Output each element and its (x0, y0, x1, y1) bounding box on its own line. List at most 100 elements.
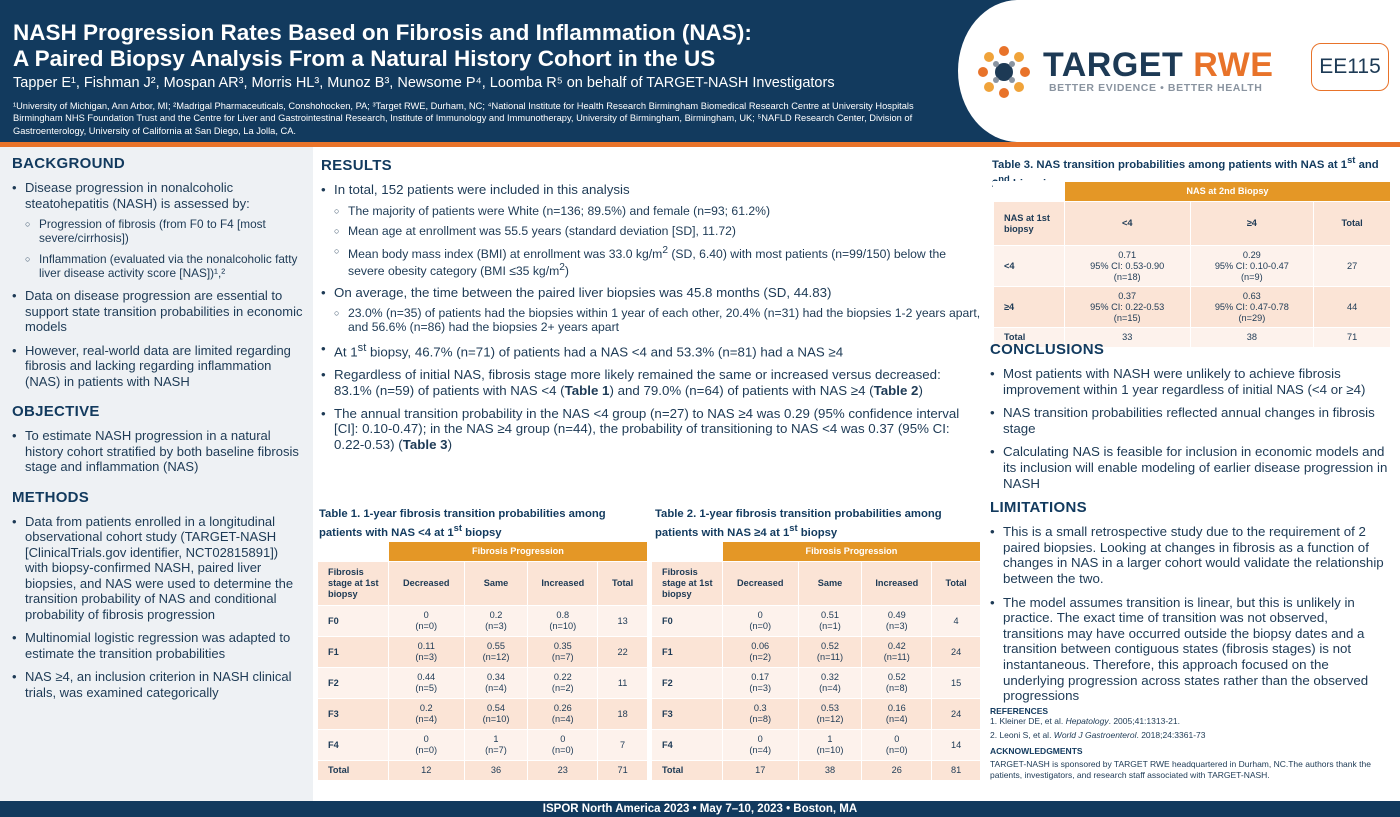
list-item: On average, the time between the paired … (321, 285, 981, 335)
table-row-label: Total (993, 327, 1065, 348)
bullet-text: Disease progression in nonalcoholic stea… (25, 180, 250, 211)
table-cell: 0.44 (n=5) (387, 667, 465, 699)
table-cell: 18 (597, 698, 648, 730)
table-row-label: ≥4 (993, 286, 1065, 328)
list-item: Data from patients enrolled in a longitu… (12, 514, 303, 623)
table-row-label: F3 (651, 698, 723, 730)
table-cell: 4 (931, 605, 981, 637)
results-heading: RESULTS (321, 157, 392, 174)
table-row-label: F2 (651, 667, 723, 699)
list-item: At 1st biopsy, 46.7% (n=71) of patients … (321, 341, 981, 360)
table-cell: 0.3 (n=8) (721, 698, 799, 730)
table-cell: 0.8 (n=10) (527, 605, 599, 637)
table-group-header: Fibrosis Progression (721, 541, 982, 562)
title-line-2: A Paired Biopsy Analysis From a Natural … (13, 46, 716, 71)
list-item: NAS transition probabilities reflected a… (990, 405, 1390, 436)
table-cell: 0.37 95% CI: 0.22-0.53 (n=15) (1063, 286, 1191, 328)
table-cell: 1 (n=10) (797, 729, 863, 761)
table-cell: 0.11 (n=3) (387, 636, 465, 668)
table-cell: 0.54 (n=10) (463, 698, 529, 730)
table-row-label: F2 (317, 667, 389, 699)
table-row: F0 0 (n=0) 0.51 (n=1) 0.49 (n=3) 4 (651, 605, 981, 637)
table-row: F1 0.11 (n=3) 0.55 (n=12) 0.35 (n=7) 22 (317, 636, 648, 668)
table-cell: 23 (527, 760, 599, 781)
list-item: This is a small retrospective study due … (990, 524, 1390, 586)
table-row-label: F0 (651, 605, 723, 637)
table-row: Total 12 36 23 71 (317, 760, 648, 781)
table-cell: 0.52 (n=11) (797, 636, 863, 668)
table-row: Total 33 38 71 (993, 327, 1391, 348)
caption-text: Table 2. 1-year fibrosis transition prob… (655, 508, 942, 539)
sub-list-item: 23.0% (n=35) of patients had the biopsie… (334, 306, 981, 334)
sub-list-item: Mean body mass index (BMI) at enrollment… (334, 244, 981, 278)
sub-list-item: The majority of patients were White (n=1… (334, 204, 981, 218)
table-cell: 0.71 95% CI: 0.53-0.90 (n=18) (1063, 245, 1191, 287)
list-item: NAS ≥4, an inclusion criterion in NASH c… (12, 669, 303, 700)
table-row: F2 0.44 (n=5) 0.34 (n=4) 0.22 (n=2) 11 (317, 667, 648, 699)
table-col-header: Decreased (387, 561, 465, 606)
table-cell: 24 (931, 636, 981, 668)
bullet-text: In total, 152 patients were included in … (334, 182, 630, 197)
table-stub-header: Fibrosis stage at 1st biopsy (651, 561, 723, 606)
caption-text: Table 3. NAS transition probabilities am… (992, 158, 1348, 171)
table-row: F3 0.2 (n=4) 0.54 (n=10) 0.26 (n=4) 18 (317, 698, 648, 730)
table2-caption: Table 2. 1-year fibrosis transition prob… (655, 508, 975, 540)
table2: Fibrosis Progression Fibrosis stage at 1… (651, 541, 982, 781)
text-part: ) (918, 382, 923, 398)
table-cell: 81 (931, 760, 981, 781)
table-cell: 0.53 (n=12) (797, 698, 863, 730)
logo-word-rwe: RWE (1193, 46, 1274, 84)
list-item: Most patients with NASH were unlikely to… (990, 366, 1390, 397)
table-cell: 0.34 (n=4) (463, 667, 529, 699)
text-part: biopsy, 46.7% (n=71) of patients had a N… (366, 344, 844, 360)
table-cell: 0.51 (n=1) (797, 605, 863, 637)
ref-journal: Hepatology (1065, 715, 1109, 726)
table-cell: 0 (n=0) (387, 729, 465, 761)
poster-code-badge: EE115 (1311, 43, 1389, 91)
list-item: Multinomial logistic regression was adap… (12, 630, 303, 661)
acknowledgments-text: TARGET-NASH is sponsored by TARGET RWE h… (990, 758, 1371, 780)
table-row: F4 0 (n=4) 1 (n=10) 0 (n=0) 14 (651, 729, 981, 761)
table-group-header: Fibrosis Progression (387, 541, 649, 562)
table-cell: 0.63 95% CI: 0.47-0.78 (n=29) (1189, 286, 1315, 328)
text-part: ) and 79.0% (n=64) of patients with NAS … (609, 382, 874, 398)
table-cell: 0.06 (n=2) (721, 636, 799, 668)
text-part: Mean body mass index (BMI) at enrollment… (348, 246, 663, 261)
table-stub-header: NAS at 1st biopsy (993, 201, 1065, 246)
ref-text: 1. Kleiner DE, et al. (990, 715, 1066, 726)
table-row-label: Total (317, 760, 389, 781)
table-cell: 0.35 (n=7) (527, 636, 599, 668)
limitations-list: This is a small retrospective study due … (990, 524, 1390, 704)
logo-tagline: BETTER EVIDENCE • BETTER HEALTH (1049, 82, 1263, 94)
poster-title: NASH Progression Rates Based on Fibrosis… (13, 20, 963, 72)
table-cell: 0.55 (n=12) (463, 636, 529, 668)
ref-text: . 2005;41:1313-21. (1108, 715, 1180, 726)
ref-journal: World J Gastroenterol (1053, 729, 1137, 740)
table-cell: 22 (597, 636, 648, 668)
table-cell: 0.17 (n=3) (721, 667, 799, 699)
sub-list-item: Inflammation (evaluated via the nonalcoh… (25, 252, 303, 280)
logo-panel (958, 0, 1400, 142)
list-item: However, real-world data are limited reg… (12, 343, 303, 390)
left-column: BACKGROUND Disease progression in nonalc… (0, 147, 313, 801)
text-part: The annual transition probability in the… (334, 405, 960, 452)
table-cell: 33 (1063, 327, 1191, 348)
text-part: (SD, 6.40) with most patients (n=99/150)… (348, 246, 947, 278)
table-cell: 7 (597, 729, 648, 761)
table-cell: 27 (1313, 245, 1391, 287)
table-cell: 24 (931, 698, 981, 730)
table-cell: 0.16 (n=4) (861, 698, 933, 730)
superscript: st (357, 342, 367, 355)
table-row: F4 0 (n=0) 1 (n=7) 0 (n=0) 7 (317, 729, 648, 761)
sub-list-item: Mean age at enrollment was 55.5 years (s… (334, 224, 981, 238)
table-col-header: <4 (1063, 201, 1191, 246)
table-row: Total 17 38 26 81 (651, 760, 981, 781)
table-col-header: Total (597, 561, 648, 606)
table-col-header: Same (797, 561, 863, 606)
limitations-heading: LIMITATIONS (990, 499, 1087, 517)
table-row-label: F1 (651, 636, 723, 668)
methods-list: Data from patients enrolled in a longitu… (12, 514, 303, 701)
superscript: st (789, 522, 798, 533)
methods-heading: METHODS (12, 488, 90, 506)
superscript: 2 (662, 244, 668, 256)
